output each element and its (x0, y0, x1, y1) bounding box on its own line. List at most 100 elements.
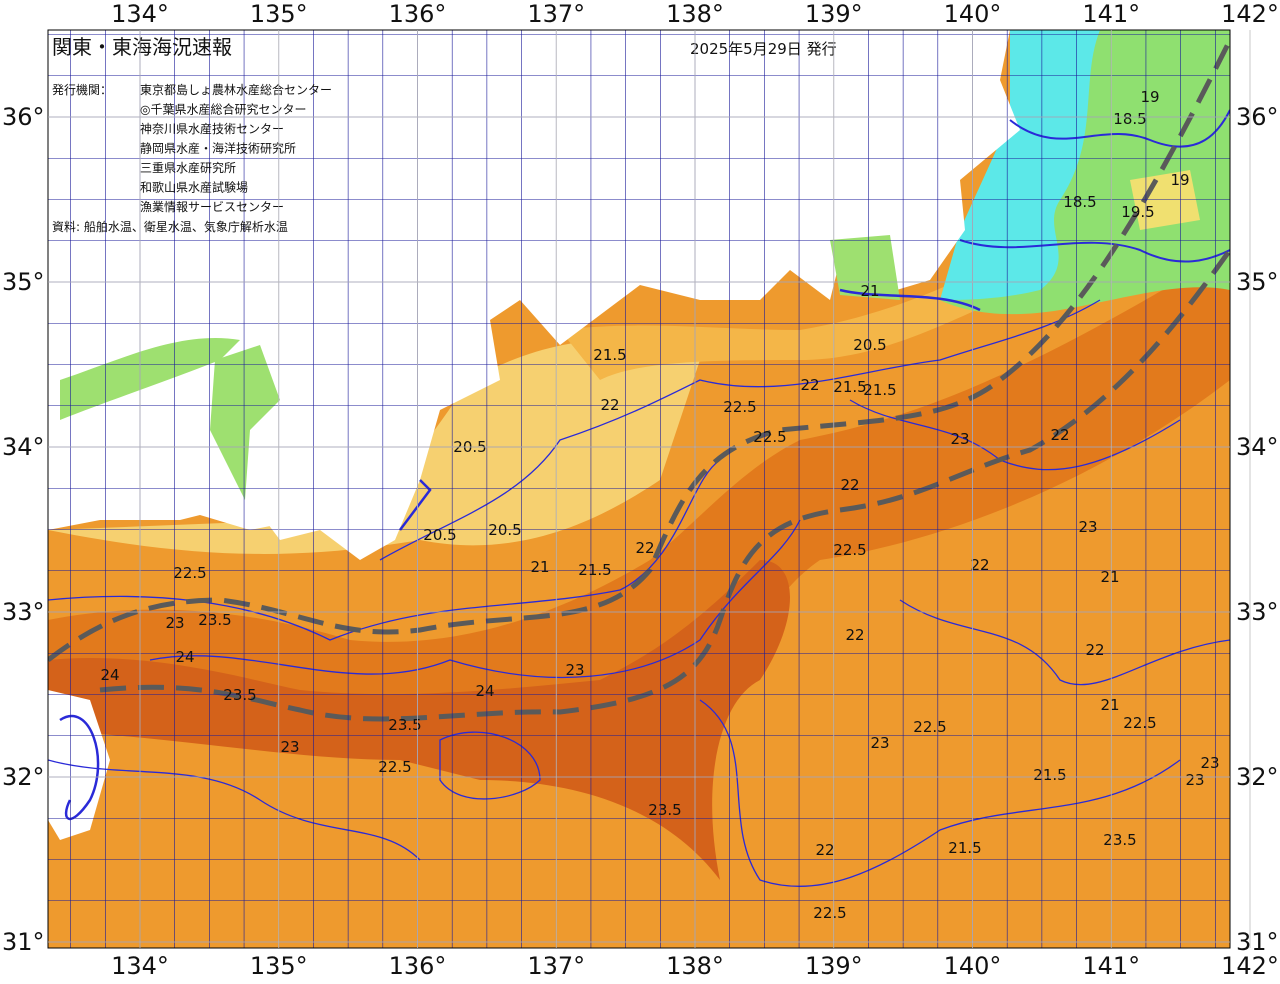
issuer: ◎千葉県水産総合研究センター (140, 102, 306, 117)
isotherm-label: 19.5 (1121, 203, 1154, 221)
issuer: 和歌山県水産試験場 (140, 180, 248, 195)
isotherm-label: 24 (175, 648, 194, 666)
map-title: 関東・東海海況速報 (52, 35, 232, 59)
isotherm-label: 19 (1140, 88, 1159, 106)
isotherm-label: 24 (475, 682, 494, 700)
isotherm-label: 23.5 (648, 801, 681, 819)
tokyo-bay (830, 235, 900, 300)
lat-label-right: 36° (1236, 103, 1279, 131)
isotherm-label: 22 (800, 376, 819, 394)
land (48, 30, 1020, 560)
issuer: 漁業情報サービスセンター (140, 200, 284, 214)
lon-label-top: 138° (666, 0, 724, 28)
isotherm-label: 22.5 (1123, 714, 1156, 732)
isotherm-label: 22.5 (913, 718, 946, 736)
lat-label-left: 32° (2, 763, 45, 791)
isotherm-label: 22.5 (173, 564, 206, 582)
lon-label-bottom: 140° (944, 952, 1002, 980)
lon-label-bottom: 141° (1082, 952, 1140, 980)
issuers-label: 発行機関： (52, 82, 112, 97)
isotherm-label: 22 (840, 476, 859, 494)
lat-label-right: 32° (1236, 763, 1279, 791)
lat-label-left: 36° (2, 103, 45, 131)
warm-patch (1130, 170, 1200, 230)
lon-label-top: 134° (111, 0, 169, 28)
lon-label-bottom: 134° (111, 952, 169, 980)
isotherm-label: 22 (635, 539, 654, 557)
isotherm-label: 22 (815, 841, 834, 859)
issuer: 静岡県水産・海洋技術研究所 (140, 141, 296, 156)
osaka-bay (210, 345, 280, 500)
isotherm-label: 22.5 (753, 428, 786, 446)
data-source: 資料: 船舶水温、衛星水温、気象庁解析水温 (52, 219, 288, 234)
lon-label-bottom: 139° (805, 952, 863, 980)
issuer: 三重県水産研究所 (140, 160, 236, 175)
isotherm-label: 23 (950, 430, 969, 448)
isotherm-label: 20.5 (853, 336, 886, 354)
isotherm-label: 23.5 (388, 716, 421, 734)
isotherm-label: 22.5 (813, 904, 846, 922)
lon-label-bottom: 136° (389, 952, 447, 980)
isotherm-label: 19 (1170, 171, 1189, 189)
lat-label-right: 31° (1236, 928, 1279, 956)
coldest-water (940, 30, 1100, 300)
lon-label-top: 137° (527, 0, 585, 28)
warm-band (48, 250, 1230, 760)
inland-sea (60, 338, 240, 420)
isotherm-label: 23 (1200, 754, 1219, 772)
isotherm-label: 20.5 (423, 526, 456, 544)
lat-label-left: 33° (2, 598, 45, 626)
isotherm-label: 23 (1185, 771, 1204, 789)
isotherm-label: 23 (280, 738, 299, 756)
isotherm-label: 22.5 (833, 541, 866, 559)
isotherm-label: 23.5 (198, 611, 231, 629)
lon-label-bottom: 142° (1221, 952, 1279, 980)
isotherm-label: 21 (1100, 568, 1119, 586)
issuer: 東京都島しょ農林水産総合センター (140, 82, 332, 97)
isotherm-label: 23 (565, 661, 584, 679)
lon-label-top: 136° (389, 0, 447, 28)
issue-date: 2025年5月29日 発行 (690, 40, 837, 58)
isotherm-label: 23 (165, 614, 184, 632)
lat-label-right: 34° (1236, 433, 1279, 461)
isotherm-label: 21 (530, 558, 549, 576)
isotherm-label: 21.5 (863, 381, 896, 399)
isotherm-label: 23.5 (223, 686, 256, 704)
lat-label-right: 33° (1236, 598, 1279, 626)
lon-label-bottom: 138° (666, 952, 724, 980)
kuroshio-axis (48, 38, 1230, 722)
isotherm-label: 18.5 (1113, 110, 1146, 128)
coastal-water (560, 270, 1000, 380)
isotherm-label: 22 (1085, 641, 1104, 659)
isotherm-label: 21.5 (578, 561, 611, 579)
isotherm-label: 21 (1100, 696, 1119, 714)
isotherm-label: 22 (970, 556, 989, 574)
lon-label-top: 141° (1082, 0, 1140, 28)
isotherm-label: 23.5 (1103, 831, 1136, 849)
lat-label-left: 35° (2, 268, 45, 296)
lon-label-bottom: 137° (527, 952, 585, 980)
lat-label-left: 34° (2, 433, 45, 461)
isotherm-label: 22 (600, 396, 619, 414)
isotherm-label: 21.5 (833, 378, 866, 396)
lon-label-top: 140° (944, 0, 1002, 28)
lon-label-top: 142° (1221, 0, 1279, 28)
lat-label-right: 35° (1236, 268, 1279, 296)
lon-label-top: 139° (805, 0, 863, 28)
lon-label-bottom: 135° (250, 952, 308, 980)
map-frame (47, 29, 1231, 949)
isotherm-label: 22.5 (378, 758, 411, 776)
isotherm-label: 22.5 (723, 398, 756, 416)
lon-label-top: 135° (250, 0, 308, 28)
issuer: 神奈川県水産技術センター (140, 121, 284, 136)
coastal-cool-water (48, 339, 700, 554)
isotherm-label: 22 (845, 626, 864, 644)
lat-label-left: 31° (2, 928, 45, 956)
kyushu (48, 690, 110, 840)
isotherm-label: 18.5 (1063, 193, 1096, 211)
isotherm-label: 20.5 (488, 521, 521, 539)
isotherm-label: 21.5 (593, 346, 626, 364)
isotherm-label: 23 (1078, 518, 1097, 536)
